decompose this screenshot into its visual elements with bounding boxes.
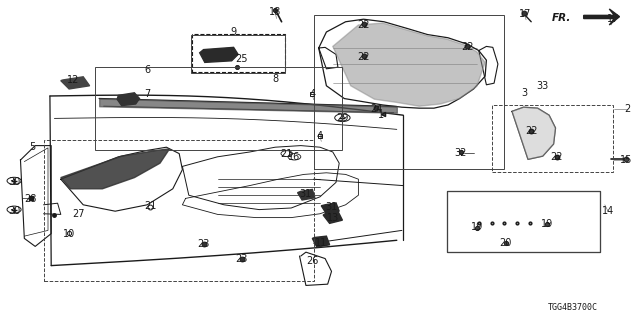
Text: 22: 22 <box>550 152 563 162</box>
Text: 33: 33 <box>536 81 549 92</box>
Text: 9: 9 <box>230 27 237 37</box>
Text: 25: 25 <box>236 54 248 64</box>
Text: 30: 30 <box>8 206 20 216</box>
Polygon shape <box>200 47 238 62</box>
Text: 4: 4 <box>309 89 316 100</box>
Text: 7: 7 <box>144 89 150 100</box>
Bar <box>44 140 314 281</box>
Text: 28: 28 <box>24 194 37 204</box>
Text: 10: 10 <box>63 228 76 239</box>
Text: TGG4B3700C: TGG4B3700C <box>548 303 598 312</box>
Text: 17: 17 <box>518 9 531 20</box>
Polygon shape <box>321 203 339 214</box>
Text: 15: 15 <box>620 155 632 165</box>
Text: 21: 21 <box>144 201 157 212</box>
Text: 31: 31 <box>325 202 338 212</box>
Text: 3: 3 <box>522 88 528 98</box>
Text: 23: 23 <box>197 239 210 249</box>
Polygon shape <box>61 149 170 189</box>
Text: 30: 30 <box>8 177 20 188</box>
Polygon shape <box>512 107 556 159</box>
Bar <box>191 35 285 73</box>
Text: 1: 1 <box>378 110 384 120</box>
Text: 22: 22 <box>357 20 370 30</box>
Text: 19: 19 <box>541 219 554 229</box>
Bar <box>314 15 504 169</box>
Text: FR.: FR. <box>552 12 572 23</box>
Text: 2: 2 <box>624 104 630 114</box>
Text: 20: 20 <box>499 238 512 248</box>
Bar <box>447 191 600 252</box>
Text: 11: 11 <box>315 238 328 248</box>
Text: 13: 13 <box>326 212 339 223</box>
Text: 31: 31 <box>300 188 312 199</box>
Text: 16: 16 <box>288 152 301 162</box>
Text: 4: 4 <box>317 131 323 141</box>
Text: 19: 19 <box>470 222 483 232</box>
Polygon shape <box>298 189 315 200</box>
Text: 26: 26 <box>306 256 319 266</box>
Polygon shape <box>312 236 330 247</box>
Text: 23: 23 <box>236 253 248 264</box>
Bar <box>447 191 600 252</box>
Text: 22: 22 <box>461 42 474 52</box>
Text: 18: 18 <box>269 7 282 17</box>
Text: 12: 12 <box>67 75 80 85</box>
Text: 21: 21 <box>280 148 293 159</box>
Text: 22: 22 <box>525 126 538 136</box>
Text: 22: 22 <box>357 52 370 62</box>
Polygon shape <box>61 77 90 89</box>
Text: 6: 6 <box>144 65 150 76</box>
Bar <box>95 67 342 150</box>
Text: 24: 24 <box>370 104 383 114</box>
Polygon shape <box>117 93 140 106</box>
Polygon shape <box>323 211 342 223</box>
Text: 5: 5 <box>29 142 35 152</box>
Polygon shape <box>584 9 620 25</box>
Bar <box>192 34 285 72</box>
Bar <box>492 105 613 172</box>
Polygon shape <box>333 23 485 106</box>
Text: 27: 27 <box>72 209 84 219</box>
Text: 32: 32 <box>454 148 467 158</box>
Text: 29: 29 <box>336 113 349 123</box>
Text: 17: 17 <box>607 14 620 24</box>
Text: 8: 8 <box>272 74 278 84</box>
Text: 14: 14 <box>602 206 614 216</box>
